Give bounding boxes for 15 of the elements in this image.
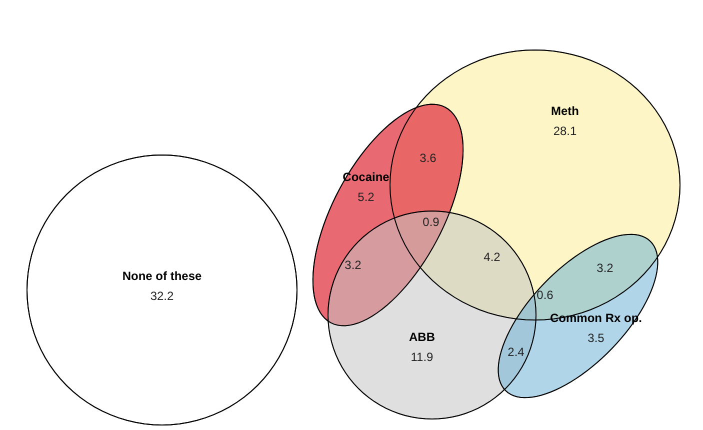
text: 3.6 bbox=[420, 151, 437, 165]
text: 0.6 bbox=[536, 288, 554, 302]
text: 4.2 bbox=[484, 250, 501, 264]
text: 2.4 bbox=[508, 345, 525, 359]
data-label: 28.1 bbox=[553, 124, 577, 138]
text: 3.2 bbox=[596, 261, 614, 275]
data-label: 5.2 bbox=[358, 190, 375, 204]
text: 0.9 bbox=[422, 215, 440, 229]
data-label: 32.2 bbox=[150, 289, 174, 303]
category-label: None of these bbox=[122, 269, 202, 283]
category-label: ABB bbox=[409, 330, 436, 344]
data-label: 3.5 bbox=[588, 331, 605, 345]
data-label: 11.9 bbox=[410, 350, 434, 364]
text: 3.2 bbox=[344, 258, 362, 272]
category-label: Meth bbox=[551, 104, 579, 118]
